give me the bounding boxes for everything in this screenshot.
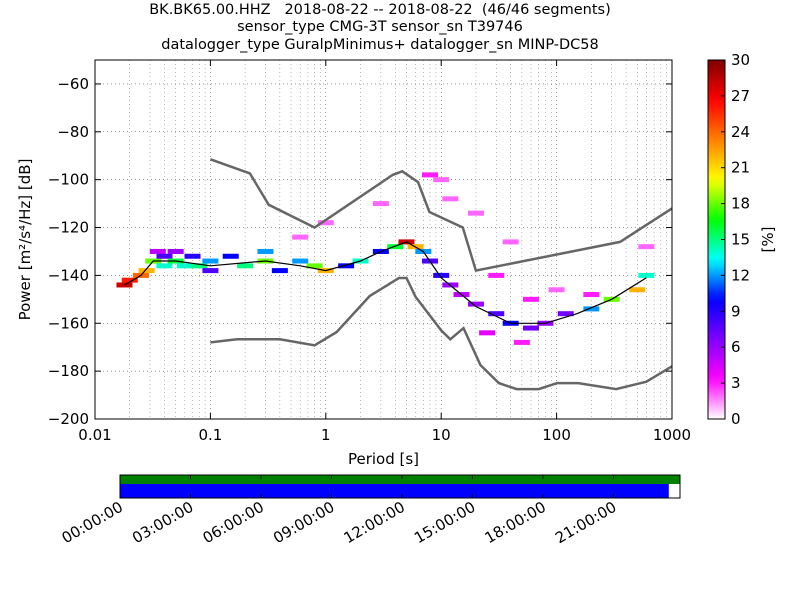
plot-frame [94,59,673,420]
density-cell [479,330,496,336]
y-tick-label: −80 [57,123,89,141]
density-cell [467,210,484,216]
density-cell [583,292,600,298]
chart-title-line-1: BK.BK65.00.HHZ 2018-08-22 -- 2018-08-22 … [149,2,611,18]
noise-model-line [210,276,673,391]
density-cell [557,311,574,317]
colorbar-tick-label: 24 [731,123,750,141]
density-cell [548,287,565,293]
y-tick-label: −60 [57,75,89,93]
density-cell [372,201,389,207]
colorbar-label: [%] [759,227,777,253]
colorbar-tick-label: 0 [731,410,741,428]
y-tick-label: −160 [48,314,89,332]
colorbar-tick-label: 12 [731,266,750,284]
density-cell [522,325,539,331]
x-tick-label: 0.01 [78,426,111,444]
colorbar-tick-label: 18 [731,195,750,213]
density-cell [522,296,539,302]
noise-model-line [209,158,673,273]
density-cell [467,301,484,307]
density-cell [433,177,450,183]
timeline-time-label: 03:00:00 [129,498,196,547]
timeline-time-label: 12:00:00 [341,498,408,547]
density-cell [488,272,505,278]
colorbar-tick-label: 9 [731,302,741,320]
density-cell [167,248,184,254]
timeline-time-label: 21:00:00 [552,498,619,547]
data-coverage-bar [120,484,669,498]
density-cell [184,253,201,259]
density-cell [292,234,309,240]
density-cell [222,253,239,259]
timeline-time-label: 15:00:00 [411,498,478,547]
density-cell [149,248,166,254]
timeline-time-label: 06:00:00 [200,498,267,547]
colorbar-tick-label: 21 [731,159,750,177]
timeline-time-label: 09:00:00 [270,498,337,547]
x-axis-label: Period [s] [348,450,419,468]
x-tick-label: 1 [321,426,331,444]
density-cell [629,287,646,293]
y-axis-label: Power [m²/s⁴/Hz] [dB] [16,159,34,321]
colorbar-tick-label: 30 [731,51,750,69]
density-cell [638,244,655,250]
density-cell [306,263,323,269]
density-cell [513,339,530,345]
colorbar-tick-label: 3 [731,374,741,392]
density-cell [583,306,600,312]
timeline-time-label: 00:00:00 [59,498,126,547]
density-cell [202,268,219,274]
timeline-time-label: 18:00:00 [482,498,549,547]
density-cell [433,272,450,278]
density-cell [237,263,254,269]
plot-area [95,60,672,419]
colorbar-tick-label: 27 [731,87,750,105]
y-tick-label: −100 [48,171,89,189]
density-cell [202,258,219,264]
density-cell [292,258,309,264]
x-tick-label: 100 [542,426,571,444]
density-cell [338,263,355,269]
y-tick-label: −120 [48,219,89,237]
density-cell [257,248,274,254]
chart-title-line-2: sensor_type CMG-3T sensor_sn T39746 [237,19,523,35]
density-cell [488,311,505,317]
density-cell [191,263,208,269]
x-tick-label: 1000 [653,426,691,444]
density-cell [502,239,519,245]
timeline-frame [119,474,681,499]
density-cell [638,272,655,278]
density-cell [116,282,133,288]
processed-coverage-bar [120,475,680,484]
density-cell [156,263,173,269]
colorbar-tick-label: 15 [731,231,750,249]
density-cell [176,263,193,269]
y-tick-label: −140 [48,266,89,284]
y-tick-label: −180 [48,362,89,380]
chart-title-line-3: datalogger_type GuralpMinimus+ datalogge… [161,37,599,53]
density-cell [138,268,155,274]
x-tick-label: 0.1 [198,426,222,444]
density-cell [317,220,334,226]
density-cell [271,268,288,274]
density-cell [156,253,173,259]
mean-line [124,241,647,324]
density-cell [442,196,459,202]
y-tick-label: −200 [48,410,89,428]
colorbar-tick-label: 6 [731,338,741,356]
x-tick-label: 10 [432,426,451,444]
density-cell [422,172,439,178]
density-cell [121,277,138,283]
